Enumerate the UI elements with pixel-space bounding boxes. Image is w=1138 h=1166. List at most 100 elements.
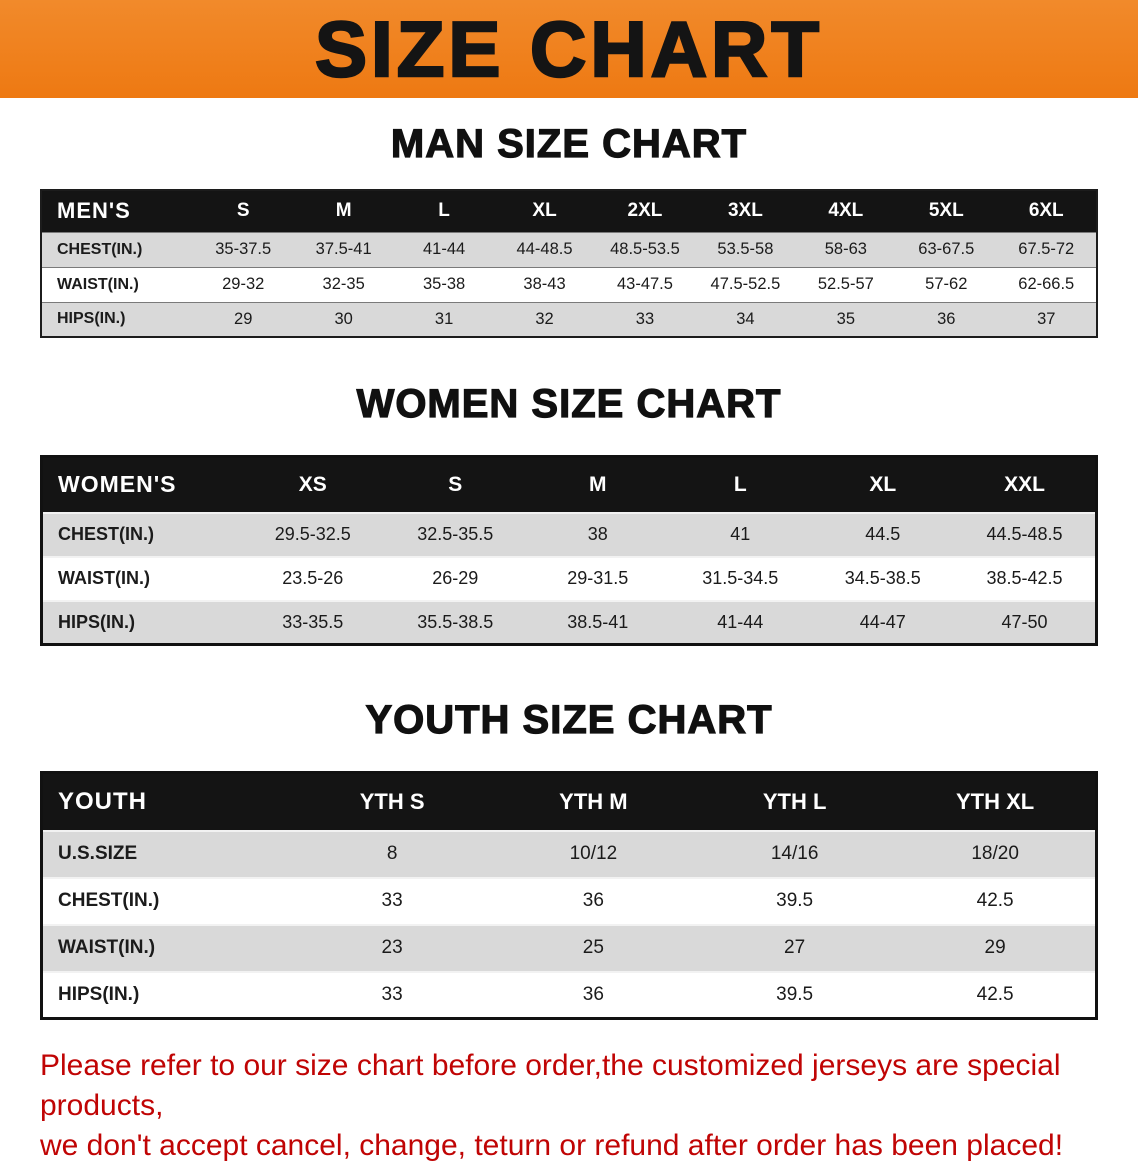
size-value: 42.5 bbox=[976, 983, 1014, 1005]
size-value: 27 bbox=[784, 937, 806, 958]
size-value: 38.5-42.5 bbox=[986, 568, 1063, 588]
size-value: 62-66.5 bbox=[1018, 275, 1075, 293]
size-value: 41-44 bbox=[717, 611, 764, 632]
size-value: 29 bbox=[234, 309, 253, 328]
size-value: 33-35.5 bbox=[282, 611, 344, 632]
size-value: 44-48.5 bbox=[516, 240, 573, 258]
table-row: HIPS(IN.) 29 30 31 32 33 34 35 36 37 bbox=[41, 302, 1097, 337]
size-value: 31.5-34.5 bbox=[702, 568, 779, 588]
row-label: WAIST(IN.) bbox=[57, 275, 139, 293]
row-label: U.S.SIZE bbox=[58, 843, 138, 864]
size-column-header: M bbox=[589, 472, 607, 496]
table-row: U.S.SIZE 8 10/12 14/16 18/20 bbox=[41, 830, 1097, 878]
size-value: 8 bbox=[386, 843, 398, 864]
section-women: WOMEN SIZE CHART WOMEN'S XS S M L XL XXL CHEST(… bbox=[0, 381, 1138, 646]
size-column-header: YTH L bbox=[762, 788, 827, 814]
row-label: CHEST(IN.) bbox=[58, 890, 160, 911]
size-value: 29-32 bbox=[222, 275, 265, 293]
table-title-cell: WOMEN'S bbox=[58, 471, 177, 498]
size-value: 29.5-32.5 bbox=[274, 524, 351, 544]
size-value: 53.5-58 bbox=[717, 240, 774, 258]
size-column-header: 5XL bbox=[928, 200, 964, 222]
women-size-table: WOMEN'S XS S M L XL XXL CHEST(IN.) 29.5-32.5 32.5… bbox=[40, 455, 1098, 646]
size-value: 57-62 bbox=[925, 275, 968, 293]
row-label: HIPS(IN.) bbox=[58, 611, 136, 632]
size-value: 63-67.5 bbox=[918, 240, 975, 258]
size-value: 36 bbox=[937, 309, 956, 328]
row-label: HIPS(IN.) bbox=[57, 310, 126, 328]
size-column-header: XL bbox=[869, 472, 897, 496]
men-size-chart-heading: MAN SIZE CHART bbox=[390, 121, 748, 166]
size-value: 52.5-57 bbox=[817, 275, 874, 293]
size-value: 34 bbox=[736, 309, 755, 328]
size-value: 58-63 bbox=[824, 240, 867, 258]
size-value: 14/16 bbox=[770, 843, 819, 864]
size-value: 38 bbox=[587, 524, 608, 544]
size-value: 41-44 bbox=[422, 240, 466, 258]
size-value: 31 bbox=[434, 309, 454, 328]
table-title-cell: MEN'S bbox=[57, 198, 131, 224]
size-column-header: 3XL bbox=[727, 200, 763, 222]
size-value: 44.5-48.5 bbox=[986, 524, 1063, 544]
size-value: 42.5 bbox=[976, 890, 1014, 911]
size-value: 35-37.5 bbox=[215, 240, 272, 258]
size-column-header: XL bbox=[532, 200, 557, 222]
order-notice: Please refer to our size chart before or… bbox=[40, 1046, 1138, 1166]
size-value: 37 bbox=[1037, 309, 1056, 328]
size-charts: MAN SIZE CHART MEN'S S M L XL 2XL 3XL 4XL 5XL 6XL… bbox=[0, 121, 1138, 1166]
table-row: HIPS(IN.) 33 36 39.5 42.5 bbox=[41, 971, 1097, 1019]
women-size-chart-heading: WOMEN SIZE CHART bbox=[356, 381, 782, 426]
table-header-row: WOMEN'S XS S M L XL XXL bbox=[41, 456, 1097, 513]
table-header-row: YOUTH YTH S YTH M YTH L YTH XL bbox=[41, 772, 1097, 831]
size-value: 32.5-35.5 bbox=[417, 524, 494, 544]
size-value: 30 bbox=[334, 309, 353, 328]
size-column-header: YTH M bbox=[559, 788, 628, 814]
row-label: WAIST(IN.) bbox=[58, 937, 156, 958]
size-column-header: S bbox=[236, 200, 250, 222]
size-column-header: YTH XL bbox=[956, 788, 1035, 814]
size-value: 38-43 bbox=[523, 275, 566, 293]
size-value: 33 bbox=[381, 890, 403, 911]
size-column-header: YTH S bbox=[359, 788, 425, 814]
size-column-header: L bbox=[733, 472, 747, 496]
section-men: MAN SIZE CHART MEN'S S M L XL 2XL 3XL 4XL 5XL 6XL… bbox=[0, 121, 1138, 338]
size-value: 41 bbox=[730, 524, 751, 544]
size-value: 39.5 bbox=[776, 890, 814, 911]
size-value: 18/20 bbox=[971, 843, 1019, 864]
page-title: SIZE CHART bbox=[314, 3, 823, 94]
size-value: 67.5-72 bbox=[1018, 240, 1075, 258]
size-column-header: M bbox=[335, 200, 352, 222]
size-column-header: S bbox=[448, 472, 463, 496]
table-row: CHEST(IN.) 29.5-32.5 32.5-35.5 38 41 44.5 44.5… bbox=[41, 512, 1097, 557]
section-youth: YOUTH SIZE CHART YOUTH YTH S YTH M YTH L YTH… bbox=[0, 697, 1138, 1020]
size-value: 32 bbox=[535, 309, 554, 328]
banner: SIZE CHART bbox=[0, 0, 1138, 98]
size-value: 26-29 bbox=[432, 568, 479, 588]
youth-size-table: YOUTH YTH S YTH M YTH L YTH XL U.S.SIZE 8 10/12… bbox=[40, 771, 1098, 1020]
table-row: HIPS(IN.) 33-35.5 35.5-38.5 38.5-41 41-44 44-… bbox=[41, 600, 1097, 645]
size-column-header: 2XL bbox=[627, 200, 663, 222]
size-value: 23 bbox=[381, 937, 403, 958]
size-value: 43-47.5 bbox=[616, 275, 673, 293]
size-value: 33 bbox=[635, 309, 655, 328]
size-value: 47.5-52.5 bbox=[710, 275, 781, 293]
table-title-cell: YOUTH bbox=[58, 787, 147, 815]
table-row: CHEST(IN.) 33 36 39.5 42.5 bbox=[41, 877, 1097, 925]
size-column-header: 4XL bbox=[828, 200, 864, 222]
size-value: 38.5-41 bbox=[567, 611, 629, 632]
size-value: 44-47 bbox=[859, 611, 906, 632]
size-value: 44.5 bbox=[865, 524, 901, 544]
size-value: 23.5-26 bbox=[282, 568, 344, 588]
table-row: WAIST(IN.) 23.5-26 26-29 29-31.5 31.5-34.5 34… bbox=[41, 556, 1097, 601]
size-value: 34.5-38.5 bbox=[844, 568, 921, 588]
youth-size-chart-heading: YOUTH SIZE CHART bbox=[365, 697, 773, 742]
size-value: 32-35 bbox=[322, 275, 365, 293]
size-value: 37.5-41 bbox=[315, 240, 372, 258]
size-value: 36 bbox=[582, 890, 604, 911]
table-row: CHEST(IN.) 35-37.5 37.5-41 41-44 44-48.5 48.5… bbox=[41, 232, 1097, 267]
row-label: CHEST(IN.) bbox=[58, 524, 154, 544]
size-column-header: L bbox=[438, 200, 450, 222]
men-size-table: MEN'S S M L XL 2XL 3XL 4XL 5XL 6XL CHEST(IN.) 35-37… bbox=[40, 189, 1098, 338]
size-value: 33 bbox=[381, 983, 403, 1005]
size-value: 47-50 bbox=[1001, 611, 1048, 632]
